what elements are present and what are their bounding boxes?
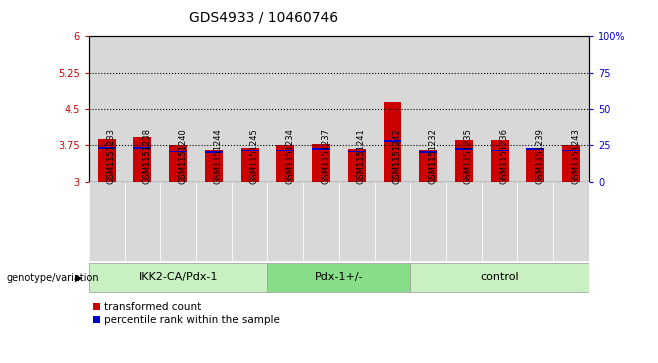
Text: Pdx-1+/-: Pdx-1+/- xyxy=(315,272,363,282)
Bar xyxy=(169,145,187,182)
Bar xyxy=(526,148,544,150)
Bar xyxy=(455,140,473,182)
Bar xyxy=(205,151,223,154)
Bar xyxy=(482,36,517,182)
Bar xyxy=(562,145,580,182)
Text: GSM1151245: GSM1151245 xyxy=(249,128,259,184)
FancyBboxPatch shape xyxy=(339,182,374,261)
Bar xyxy=(384,102,401,182)
Bar xyxy=(276,150,294,151)
FancyBboxPatch shape xyxy=(303,182,339,261)
FancyBboxPatch shape xyxy=(232,182,267,261)
Bar xyxy=(124,36,161,182)
Text: GSM1151240: GSM1151240 xyxy=(178,128,187,184)
Bar xyxy=(419,150,437,182)
Bar xyxy=(134,147,151,148)
FancyBboxPatch shape xyxy=(374,182,411,261)
Text: IKK2-CA/Pdx-1: IKK2-CA/Pdx-1 xyxy=(138,272,218,282)
FancyBboxPatch shape xyxy=(553,182,589,261)
Bar xyxy=(526,148,544,182)
Text: GSM1151237: GSM1151237 xyxy=(321,128,330,184)
Bar xyxy=(411,36,446,182)
Bar xyxy=(491,150,509,151)
Text: GSM1151233: GSM1151233 xyxy=(107,128,116,184)
Bar xyxy=(241,148,259,182)
FancyBboxPatch shape xyxy=(517,182,553,261)
FancyBboxPatch shape xyxy=(267,263,411,293)
Bar xyxy=(196,36,232,182)
FancyBboxPatch shape xyxy=(446,182,482,261)
Bar xyxy=(312,144,330,182)
Bar xyxy=(98,147,116,148)
Bar xyxy=(169,151,187,152)
FancyBboxPatch shape xyxy=(161,182,196,261)
FancyBboxPatch shape xyxy=(411,263,589,293)
FancyBboxPatch shape xyxy=(196,182,232,261)
Text: genotype/variation: genotype/variation xyxy=(7,273,99,283)
Bar xyxy=(267,36,303,182)
Text: GSM1151238: GSM1151238 xyxy=(142,128,151,184)
Bar xyxy=(276,145,294,182)
Bar xyxy=(98,139,116,182)
Text: GSM1151241: GSM1151241 xyxy=(357,128,366,184)
Bar xyxy=(205,150,223,182)
Bar xyxy=(374,36,411,182)
Bar xyxy=(312,148,330,150)
Bar xyxy=(419,151,437,154)
Text: GDS4933 / 10460746: GDS4933 / 10460746 xyxy=(189,11,338,25)
Text: GSM1151242: GSM1151242 xyxy=(392,128,401,184)
Text: GSM1151236: GSM1151236 xyxy=(499,128,509,184)
FancyBboxPatch shape xyxy=(411,182,446,261)
FancyBboxPatch shape xyxy=(267,182,303,261)
Bar xyxy=(339,36,374,182)
Bar xyxy=(384,140,401,142)
Bar xyxy=(232,36,267,182)
FancyBboxPatch shape xyxy=(482,182,517,261)
Bar xyxy=(134,137,151,182)
Text: GSM1151235: GSM1151235 xyxy=(464,128,473,184)
Bar xyxy=(553,36,589,182)
Text: GSM1151232: GSM1151232 xyxy=(428,128,437,184)
Bar xyxy=(348,151,366,152)
Legend: transformed count, percentile rank within the sample: transformed count, percentile rank withi… xyxy=(89,298,284,329)
Text: GSM1151239: GSM1151239 xyxy=(536,128,544,184)
FancyBboxPatch shape xyxy=(89,182,124,261)
Bar xyxy=(89,36,124,182)
Bar xyxy=(455,148,473,150)
Bar xyxy=(517,36,553,182)
Bar xyxy=(562,150,580,151)
Bar xyxy=(348,148,366,182)
Bar xyxy=(161,36,196,182)
Text: ▶: ▶ xyxy=(75,273,82,283)
Bar xyxy=(491,140,509,182)
Text: GSM1151243: GSM1151243 xyxy=(571,128,580,184)
FancyBboxPatch shape xyxy=(89,263,267,293)
Bar xyxy=(303,36,339,182)
Bar xyxy=(446,36,482,182)
Text: control: control xyxy=(480,272,519,282)
FancyBboxPatch shape xyxy=(124,182,161,261)
Text: GSM1151234: GSM1151234 xyxy=(286,128,294,184)
Bar xyxy=(241,150,259,151)
Text: GSM1151244: GSM1151244 xyxy=(214,128,223,184)
